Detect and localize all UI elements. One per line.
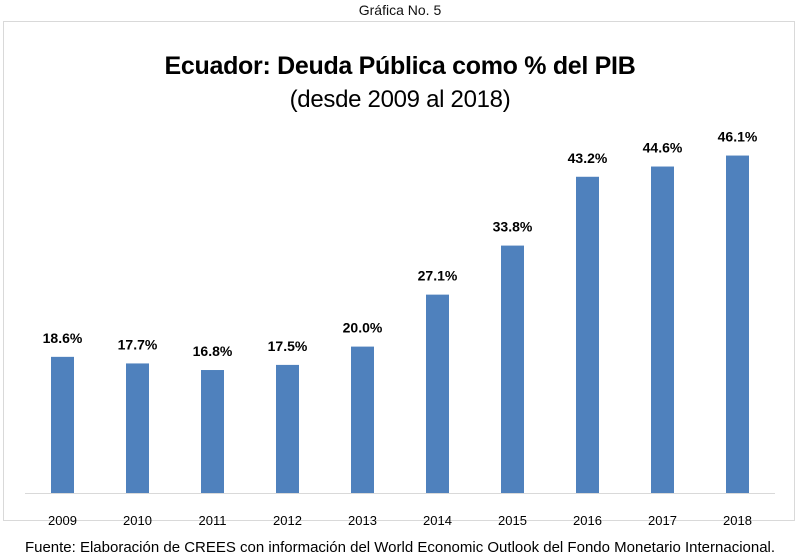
figure-caption: Gráfica No. 5	[358, 2, 442, 18]
chart-subtitle: (desde 2009 al 2018)	[289, 86, 511, 113]
x-tick-2015: 2015	[498, 513, 527, 528]
value-labels-group: 18.6% 17.7% 16.8% 17.5% 20.0% 27.1% 33.8% 43.2%…	[43, 129, 758, 359]
x-tick-2011: 2011	[199, 513, 227, 528]
bar-2011	[201, 370, 224, 493]
value-label-2015: 33.8%	[493, 219, 533, 235]
x-tick-2018: 2018	[723, 513, 752, 528]
value-label-2016: 43.2%	[568, 150, 608, 166]
x-tick-2014: 2014	[423, 513, 452, 528]
source-note: Fuente: Elaboración de CREES con informa…	[24, 539, 776, 556]
bar-2012	[276, 364, 299, 493]
value-label-2018: 46.1%	[718, 129, 758, 145]
bar-2014	[426, 294, 449, 493]
x-tick-2012: 2012	[273, 513, 302, 528]
value-label-2013: 20.0%	[343, 320, 383, 336]
value-label-2012: 17.5%	[268, 338, 308, 354]
bar-2013	[351, 346, 374, 493]
bar-2015	[501, 245, 524, 493]
value-label-2011: 16.8%	[193, 343, 233, 359]
x-tick-2016: 2016	[573, 513, 602, 528]
bar-2017	[651, 166, 674, 493]
x-tick-labels-group: 2009 2010 2011 2012 2013 2014 2015 2016 2017 2018	[48, 513, 752, 528]
value-label-2017: 44.6%	[643, 140, 683, 156]
value-label-2010: 17.7%	[118, 336, 158, 352]
bars-group	[51, 155, 749, 493]
bar-2018	[726, 155, 749, 493]
x-tick-2009: 2009	[48, 513, 77, 528]
bar-2016	[576, 176, 599, 493]
bar-2009	[51, 356, 74, 493]
bar-2010	[126, 363, 149, 493]
value-label-2009: 18.6%	[43, 330, 83, 346]
value-label-2014: 27.1%	[418, 268, 458, 284]
x-tick-2017: 2017	[648, 513, 677, 528]
x-tick-2013: 2013	[348, 513, 377, 528]
chart-title: Ecuador: Deuda Pública como % del PIB	[164, 52, 636, 80]
x-tick-2010: 2010	[123, 513, 152, 528]
